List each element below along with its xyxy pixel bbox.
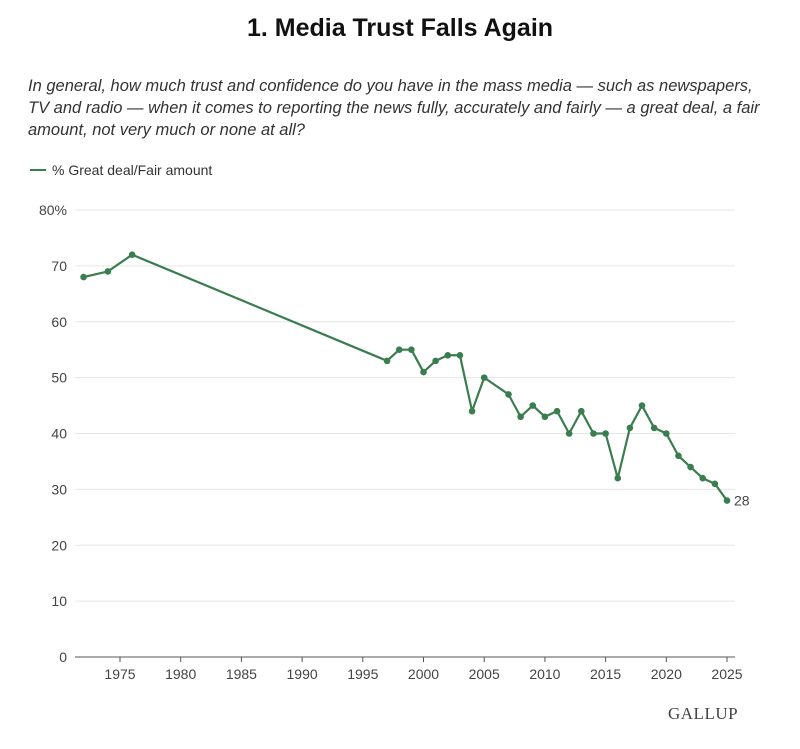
data-point [505, 391, 512, 398]
data-point [517, 413, 524, 421]
data-point [420, 368, 427, 376]
data-point [553, 407, 561, 415]
x-tick-label: 2010 [529, 666, 560, 682]
chart-title: 1. Media Trust Falls Again [246, 14, 554, 42]
gallup-logo: GALLUP [668, 704, 739, 723]
x-tick-label: 1975 [104, 666, 135, 682]
x-tick-label: 2005 [469, 666, 500, 682]
data-point [711, 480, 719, 488]
data-point [614, 474, 622, 482]
data-point [541, 413, 549, 421]
x-tick-label: 2020 [651, 666, 682, 682]
y-tick-label: 0 [59, 649, 67, 665]
data-point [529, 402, 537, 409]
data-point [650, 424, 658, 432]
data-point [590, 430, 597, 437]
data-point [408, 346, 415, 353]
data-point [638, 402, 646, 409]
data-point [80, 273, 87, 281]
data-point [578, 407, 585, 415]
data-point [395, 346, 403, 353]
x-tick-label: 2000 [408, 666, 439, 682]
y-tick-label: 50 [51, 370, 67, 386]
y-tick-label: 30 [51, 481, 67, 497]
x-tick-label: 2025 [711, 666, 742, 682]
x-tick-label: 2015 [590, 666, 621, 682]
data-point [432, 357, 439, 365]
data-point [699, 474, 707, 482]
data-point [565, 430, 573, 437]
data-point [480, 374, 488, 381]
x-tick-label: 1985 [226, 666, 257, 682]
data-point [444, 351, 452, 359]
legend-swatch [30, 169, 46, 171]
data-point [128, 251, 136, 258]
x-tick-label: 1990 [287, 666, 318, 682]
x-tick-label: 1980 [165, 666, 196, 682]
data-point [383, 357, 391, 365]
data-point [456, 351, 464, 359]
data-point [104, 268, 112, 275]
y-tick-label: 60 [51, 314, 67, 330]
y-tick-label: 20 [51, 537, 67, 553]
y-tick-label: 40 [51, 426, 67, 442]
end-value-label: 28 [734, 493, 750, 509]
y-tick-label: 10 [51, 593, 67, 609]
data-point [723, 497, 731, 504]
legend-label: % Great deal/Fair amount [52, 162, 213, 178]
x-tick-label: 1995 [347, 666, 378, 682]
data-point [675, 452, 682, 460]
data-point [663, 430, 670, 437]
chart-subtitle: In general, how much trust and confidenc… [28, 77, 760, 139]
data-point [468, 407, 476, 415]
y-tick-label: 70 [51, 258, 67, 274]
y-tick-label: 80% [39, 202, 67, 218]
data-point [602, 430, 609, 437]
legend: % Great deal/Fair amount [30, 162, 212, 178]
data-point [687, 463, 694, 471]
data-point [626, 424, 634, 432]
